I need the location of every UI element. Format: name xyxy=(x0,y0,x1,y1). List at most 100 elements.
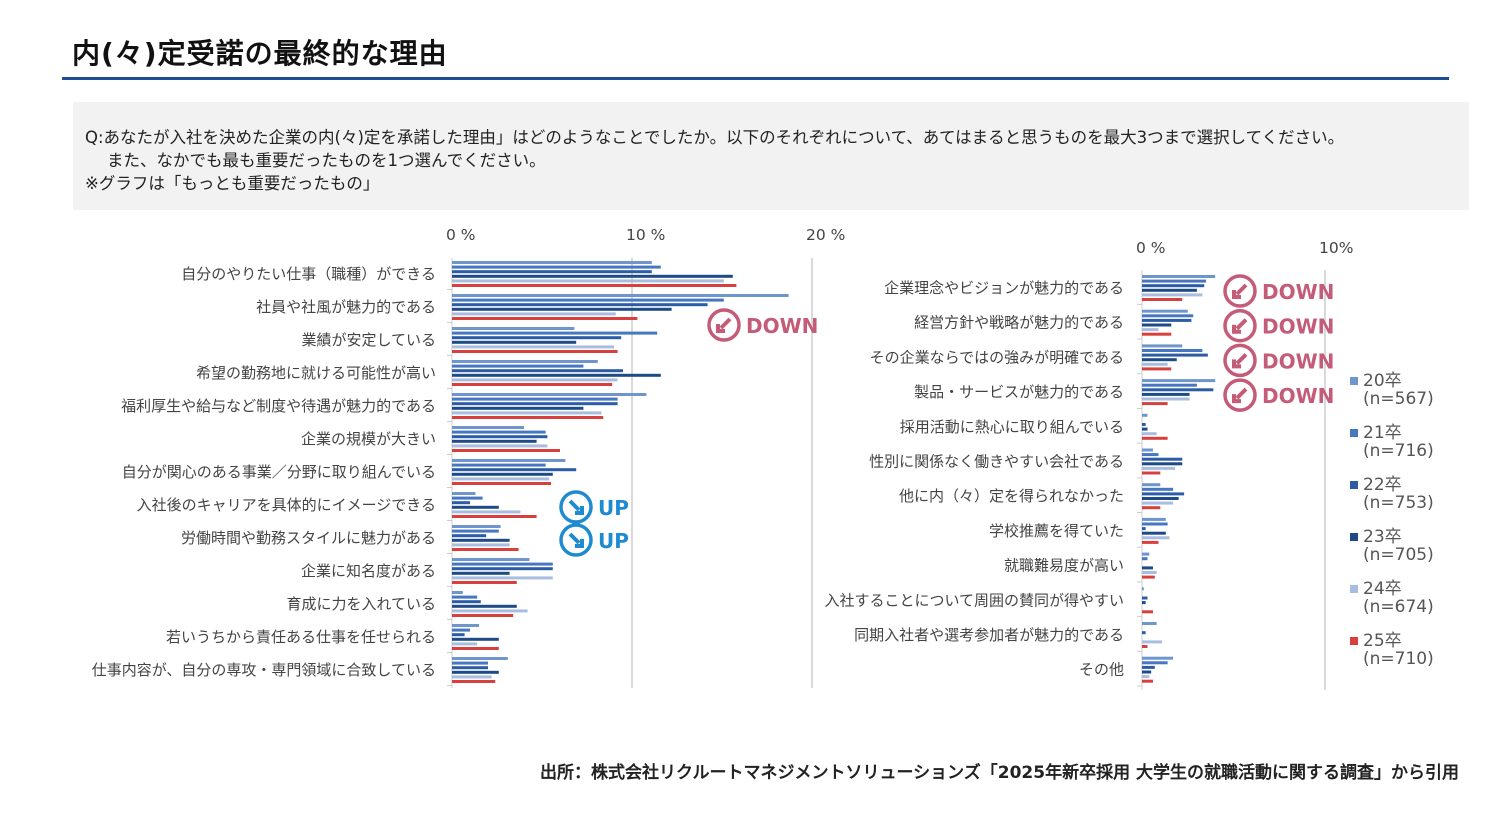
bar-20卒 xyxy=(1142,275,1216,278)
bar-21卒 xyxy=(1142,279,1207,283)
bar-23卒 xyxy=(452,439,537,443)
bar-23卒 xyxy=(452,307,672,311)
bar-22卒 xyxy=(452,567,553,571)
bar-23卒 xyxy=(452,472,553,476)
bar-25卒 xyxy=(452,317,638,320)
bar-24卒 xyxy=(452,312,616,316)
bar-22卒 xyxy=(1142,284,1205,288)
bar-20卒 xyxy=(1142,483,1161,487)
bar-20卒 xyxy=(452,558,530,561)
legend-n: (n=674) xyxy=(1363,597,1434,617)
bar-22卒 xyxy=(452,600,481,604)
bar-21卒 xyxy=(452,265,661,269)
category-label: 学校推薦を得ていた xyxy=(989,522,1124,540)
bar-24卒 xyxy=(452,411,602,415)
bar-23卒 xyxy=(1142,670,1152,674)
bar-22卒 xyxy=(452,303,708,307)
legend-label: 24卒 xyxy=(1363,579,1402,599)
legend-label: 20卒 xyxy=(1363,371,1402,391)
bar-22卒 xyxy=(452,633,465,637)
bar-23卒 xyxy=(452,406,584,410)
bar-23卒 xyxy=(1142,531,1166,535)
bar-23卒 xyxy=(1142,427,1148,431)
bar-23卒 xyxy=(1142,601,1146,605)
bar-20卒 xyxy=(452,657,508,660)
bar-25卒 xyxy=(452,581,517,584)
x-tick-label: 20 % xyxy=(806,226,845,244)
legend-n: (n=705) xyxy=(1363,545,1434,565)
bar-22卒 xyxy=(452,336,622,340)
category-label: 入社することについて周囲の賛同が得やすい xyxy=(824,591,1124,609)
category-label: 入社後のキャリアを具体的にイメージできる xyxy=(137,496,436,514)
bar-21卒 xyxy=(452,562,553,566)
bar-24卒 xyxy=(452,543,510,547)
bar-24卒 xyxy=(452,510,521,514)
category-label: 経営方針や戦略が魅力的である xyxy=(914,314,1124,332)
legend-label: 22卒 xyxy=(1363,475,1402,495)
bar-23卒 xyxy=(1142,323,1172,327)
bar-23卒 xyxy=(452,571,510,575)
page-title: 内(々)定受諾の最終的な理由 xyxy=(72,37,448,70)
bar-20卒 xyxy=(1142,656,1174,660)
category-label: その他 xyxy=(1079,661,1124,679)
bar-21卒 xyxy=(1142,661,1168,665)
bar-20卒 xyxy=(1142,413,1148,417)
legend-n: (n=567) xyxy=(1363,389,1434,409)
bar-21卒 xyxy=(1142,383,1197,387)
bar-22卒 xyxy=(1142,457,1183,461)
bar-25卒 xyxy=(1142,575,1155,579)
category-label: 企業理念やビジョンが魅力的である xyxy=(884,279,1124,297)
arrow-icon xyxy=(568,532,584,548)
bar-24卒 xyxy=(1142,432,1157,436)
bar-21卒 xyxy=(452,397,618,401)
bar-22卒 xyxy=(452,435,548,439)
bar-22卒 xyxy=(1142,631,1146,635)
bar-21卒 xyxy=(452,595,478,599)
bar-21卒 xyxy=(1142,314,1194,318)
bar-20卒 xyxy=(452,426,524,429)
bar-22卒 xyxy=(452,402,618,406)
bar-24卒 xyxy=(1142,466,1175,470)
category-label: 業績が安定している xyxy=(301,331,436,349)
trend-label: DOWN xyxy=(1262,315,1334,339)
bar-20卒 xyxy=(452,261,652,264)
bar-25卒 xyxy=(1142,436,1168,440)
bar-25卒 xyxy=(452,416,604,419)
bar-25卒 xyxy=(1142,645,1148,648)
bar-25卒 xyxy=(452,449,560,452)
trend-label: DOWN xyxy=(1262,384,1334,408)
bar-20卒 xyxy=(1142,379,1216,383)
bar-23卒 xyxy=(1142,288,1197,292)
bar-25卒 xyxy=(1142,471,1161,475)
bar-21卒 xyxy=(452,496,483,500)
legend-swatch xyxy=(1350,637,1358,645)
bar-21卒 xyxy=(1142,349,1203,352)
bar-25卒 xyxy=(1142,402,1168,406)
bar-21卒 xyxy=(452,364,584,368)
bar-22卒 xyxy=(452,534,487,538)
bar-20卒 xyxy=(452,525,501,528)
bar-23卒 xyxy=(452,637,499,641)
category-label: 性別に関係なく働きやすい会社である xyxy=(869,453,1124,471)
bar-24卒 xyxy=(452,279,724,283)
question-box xyxy=(73,102,1469,210)
source-citation: 出所：株式会社リクルートマネジメントソリューションズ「2025年新卒採用 大学生… xyxy=(539,763,1459,783)
bar-24卒 xyxy=(452,378,618,382)
bar-24卒 xyxy=(1142,571,1157,574)
arrow-icon xyxy=(1232,318,1248,334)
legend-swatch xyxy=(1350,377,1358,385)
bar-20卒 xyxy=(1142,622,1157,625)
bar-20卒 xyxy=(1142,517,1166,521)
bar-22卒 xyxy=(452,468,577,472)
legend-swatch xyxy=(1350,585,1358,593)
bar-20卒 xyxy=(452,327,575,330)
category-label: 労働時間や勤務スタイルに魅力がある xyxy=(181,529,436,547)
category-label: 企業に知名度がある xyxy=(301,562,436,580)
bar-24卒 xyxy=(1142,397,1190,401)
category-label: 社員や社風が魅力的である xyxy=(256,298,436,316)
bar-23卒 xyxy=(452,340,577,344)
bar-20卒 xyxy=(452,591,463,594)
arrow-icon xyxy=(1232,283,1248,299)
bar-25卒 xyxy=(452,515,537,518)
bar-22卒 xyxy=(1142,353,1208,357)
